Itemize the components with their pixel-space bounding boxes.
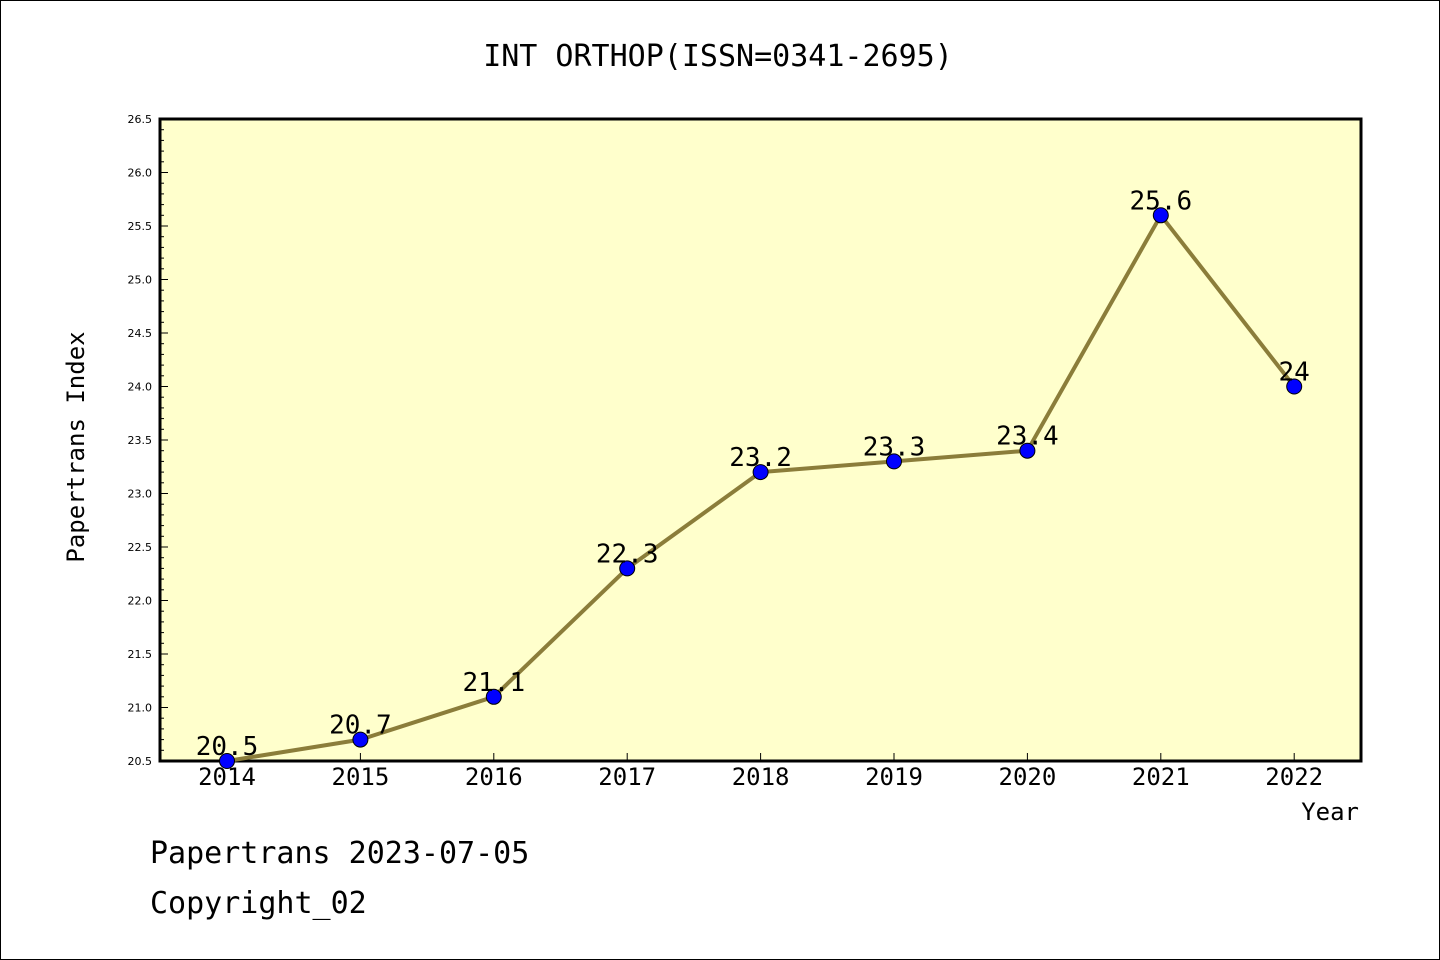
x-axis-ticks: 2014 2015 2016 2017 2018 2019 2020 2021 2022 [198,753,1323,791]
x-tick-label: 2016 [465,763,523,791]
y-tick-label: 25.5 [128,220,153,233]
y-tick-label: 23.0 [128,488,153,501]
data-point [1019,442,1036,459]
x-axis-label: Year [1301,798,1359,826]
footer-date: Papertrans 2023-07-05 [150,836,530,871]
x-tick-label: 2015 [332,763,390,791]
y-tick-label: 21.5 [128,648,153,661]
data-point [619,560,636,577]
y-tick-label: 23.5 [128,434,153,447]
data-point [1152,207,1169,224]
data-label: 20.7 [329,711,392,741]
data-point [752,464,769,481]
data-point [1286,378,1303,395]
x-tick-label: 2019 [865,763,923,791]
data-labels: 20.5 20.7 21.1 22.3 23.2 23.3 23.4 25.6 24 [196,186,1310,762]
x-tick-label: 2018 [732,763,790,791]
data-point [219,753,235,769]
x-tick-label: 2021 [1132,763,1190,791]
y-tick-label: 26.5 [128,113,153,126]
series-group [219,207,1303,769]
y-axis-ticks: 20.5 21.0 21.5 22.0 22.5 23.0 23.5 24.0 24.5 25.0… [128,113,168,768]
y-tick-label: 21.0 [128,702,153,715]
data-label: 23.4 [996,422,1059,452]
data-label: 21.1 [462,668,525,698]
footer-copyright: Copyright_02 [150,886,367,921]
data-label: 20.5 [196,732,259,762]
x-tick-label: 2022 [1265,763,1323,791]
data-label: 22.3 [596,539,659,569]
data-point [352,731,369,748]
data-label: 23.2 [729,443,792,473]
y-tick-label: 22.0 [128,595,153,608]
x-tick-label: 2020 [999,763,1057,791]
plot-area [158,117,1363,763]
y-tick-label: 20.5 [128,755,153,768]
y-axis-label: Papertrans Index [62,331,90,562]
y-tick-label: 24.5 [128,327,153,340]
data-label: 25.6 [1129,186,1192,216]
data-point [886,453,902,470]
x-tick-label: 2017 [598,763,656,791]
y-tick-label: 25.0 [128,274,153,287]
y-tick-label: 26.0 [128,167,153,180]
chart-title: INT ORTHOP(ISSN=0341-2695) [483,39,953,74]
y-tick-label: 22.5 [128,541,153,554]
data-point [485,688,502,705]
data-label: 23.3 [863,432,926,462]
data-label: 24 [1279,358,1310,388]
y-tick-label: 24.0 [128,381,153,394]
